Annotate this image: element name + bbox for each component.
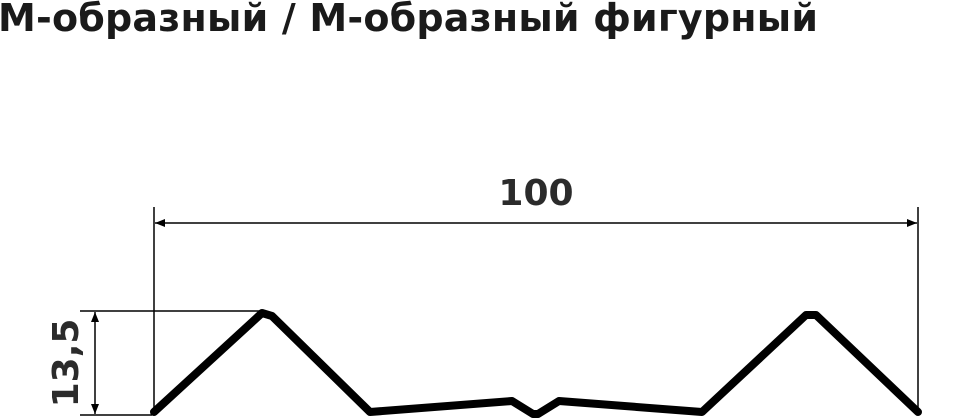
height-dimension-label: 13,5 — [46, 319, 87, 408]
width-dimension-label: 100 — [498, 173, 573, 214]
page-title: М-образный / М-образный фигурный — [0, 0, 819, 40]
profile-outline — [150, 309, 922, 418]
